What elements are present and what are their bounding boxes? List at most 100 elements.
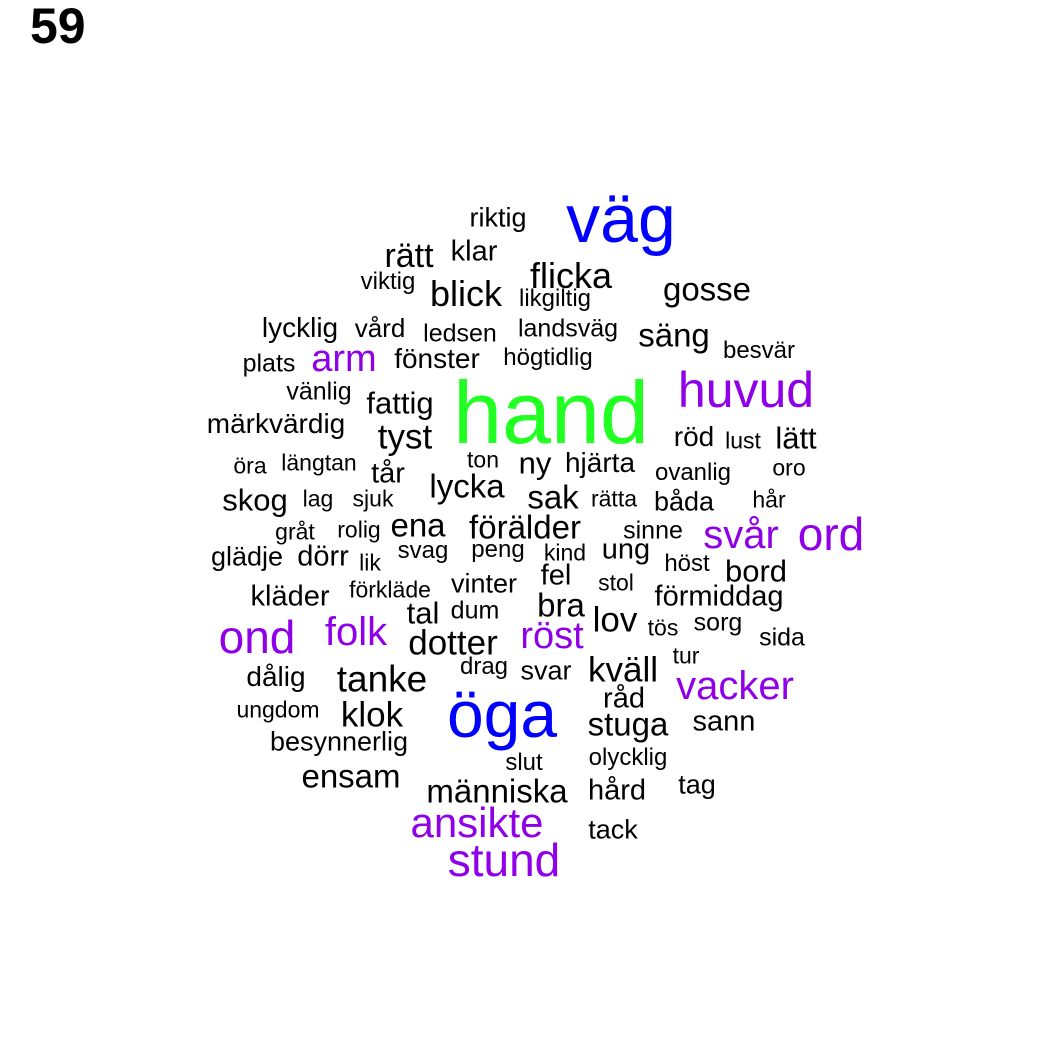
word-hand: hand	[453, 363, 649, 462]
word-vacker: vacker	[676, 664, 794, 708]
word-likgiltig: likgiltig	[518, 285, 592, 312]
word-stund: stund	[447, 834, 561, 886]
word-svag: svag	[397, 537, 449, 564]
word-klok: klok	[340, 695, 404, 735]
word-lätt: lätt	[775, 420, 817, 456]
word-blick: blick	[429, 273, 503, 314]
word-viktig: viktig	[360, 268, 416, 295]
word-tur: tur	[672, 642, 700, 669]
word-huvud: huvud	[677, 362, 815, 418]
word-ensam: ensam	[301, 757, 401, 795]
word-kind: kind	[543, 539, 587, 566]
word-sjuk: sjuk	[352, 485, 394, 512]
word-öra: öra	[233, 452, 267, 479]
word-stol: stol	[598, 569, 634, 596]
word-ena: ena	[390, 506, 446, 544]
word-bra: bra	[537, 586, 585, 624]
word-rolig: rolig	[337, 516, 381, 543]
word-tack: tack	[588, 814, 638, 845]
word-kläder: kläder	[250, 580, 330, 613]
word-båda: båda	[653, 486, 715, 517]
word-ungdom: ungdom	[236, 696, 320, 723]
word-dörr: dörr	[297, 540, 349, 573]
word-fel: fel	[540, 559, 572, 592]
word-tår: tår	[371, 457, 405, 490]
word-tal: tal	[406, 595, 440, 631]
word-ansikte: ansikte	[410, 799, 544, 846]
word-höst: höst	[664, 550, 710, 577]
word-tös: tös	[647, 614, 679, 641]
word-vänlig: vänlig	[286, 377, 352, 406]
word-fönster: fönster	[394, 343, 480, 374]
word-ovanlig: ovanlig	[654, 459, 732, 486]
word-tag: tag	[678, 769, 716, 800]
word-hjärta: hjärta	[564, 447, 636, 478]
word-råd: råd	[603, 682, 645, 715]
word-riktig: riktig	[469, 202, 527, 233]
word-sak: sak	[527, 478, 579, 516]
word-sida: sida	[759, 623, 805, 652]
word-arm: arm	[311, 338, 377, 380]
word-rätt: rätt	[384, 237, 434, 275]
word-väg: väg	[566, 181, 676, 257]
word-sinne: sinne	[623, 516, 683, 545]
word-glädje: glädje	[210, 541, 284, 572]
word-märkvärdig: märkvärdig	[206, 408, 346, 439]
word-lov: lov	[592, 600, 638, 640]
word-plats: plats	[242, 349, 296, 378]
word-svår: svår	[703, 513, 779, 557]
word-högtidlig: högtidlig	[503, 344, 593, 371]
word-vård: vård	[354, 313, 406, 343]
word-gråt: gråt	[275, 518, 315, 545]
word-ord: ord	[797, 508, 865, 560]
word-slut: slut	[505, 749, 543, 776]
word-olycklig: olycklig	[588, 744, 668, 771]
word-bord: bord	[724, 553, 788, 589]
word-öga: öga	[446, 677, 558, 751]
word-rätta: rätta	[590, 485, 638, 512]
word-kväll: kväll	[587, 650, 659, 690]
word-ledsen: ledsen	[423, 319, 497, 348]
word-lag: lag	[302, 485, 334, 512]
word-landsväg: landsväg	[517, 314, 619, 343]
word-skog: skog	[222, 482, 288, 518]
word-sann: sann	[692, 705, 756, 738]
word-oro: oro	[772, 454, 806, 481]
word-flicka: flicka	[529, 255, 613, 296]
word-drag: drag	[459, 653, 509, 680]
word-längtan: längtan	[281, 449, 357, 476]
word-röd: röd	[673, 421, 715, 452]
word-människa: människa	[426, 772, 568, 810]
word-vinter: vinter	[450, 568, 518, 599]
word-röst: röst	[520, 615, 584, 657]
word-sorg: sorg	[693, 608, 743, 637]
word-ton: ton	[467, 446, 499, 473]
word-lust: lust	[725, 427, 761, 454]
word-dotter: dotter	[408, 623, 498, 663]
word-peng: peng	[471, 536, 525, 563]
word-gosse: gosse	[662, 270, 752, 308]
word-hård: hård	[587, 774, 647, 807]
word-fattig: fattig	[366, 385, 434, 421]
word-tyst: tyst	[377, 417, 433, 457]
word-folk: folk	[324, 610, 388, 654]
page-number: 59	[30, 0, 86, 54]
word-lik: lik	[359, 549, 381, 576]
word-förälder: förälder	[469, 508, 581, 546]
word-förkläde: förkläde	[349, 576, 431, 603]
word-besynnerlig: besynnerlig	[269, 726, 409, 757]
word-besvär: besvär	[722, 337, 796, 364]
word-lycka: lycka	[429, 467, 505, 505]
word-lycklig: lycklig	[261, 312, 339, 343]
word-svar: svar	[520, 655, 572, 686]
word-förmiddag: förmiddag	[654, 580, 784, 613]
word-hår: hår	[752, 486, 786, 513]
word-dum: dum	[450, 596, 500, 625]
word-tanke: tanke	[336, 658, 428, 700]
word-ond: ond	[218, 611, 296, 663]
word-dålig: dålig	[246, 661, 306, 692]
word-klar: klar	[450, 235, 498, 268]
word-säng: säng	[638, 316, 710, 354]
